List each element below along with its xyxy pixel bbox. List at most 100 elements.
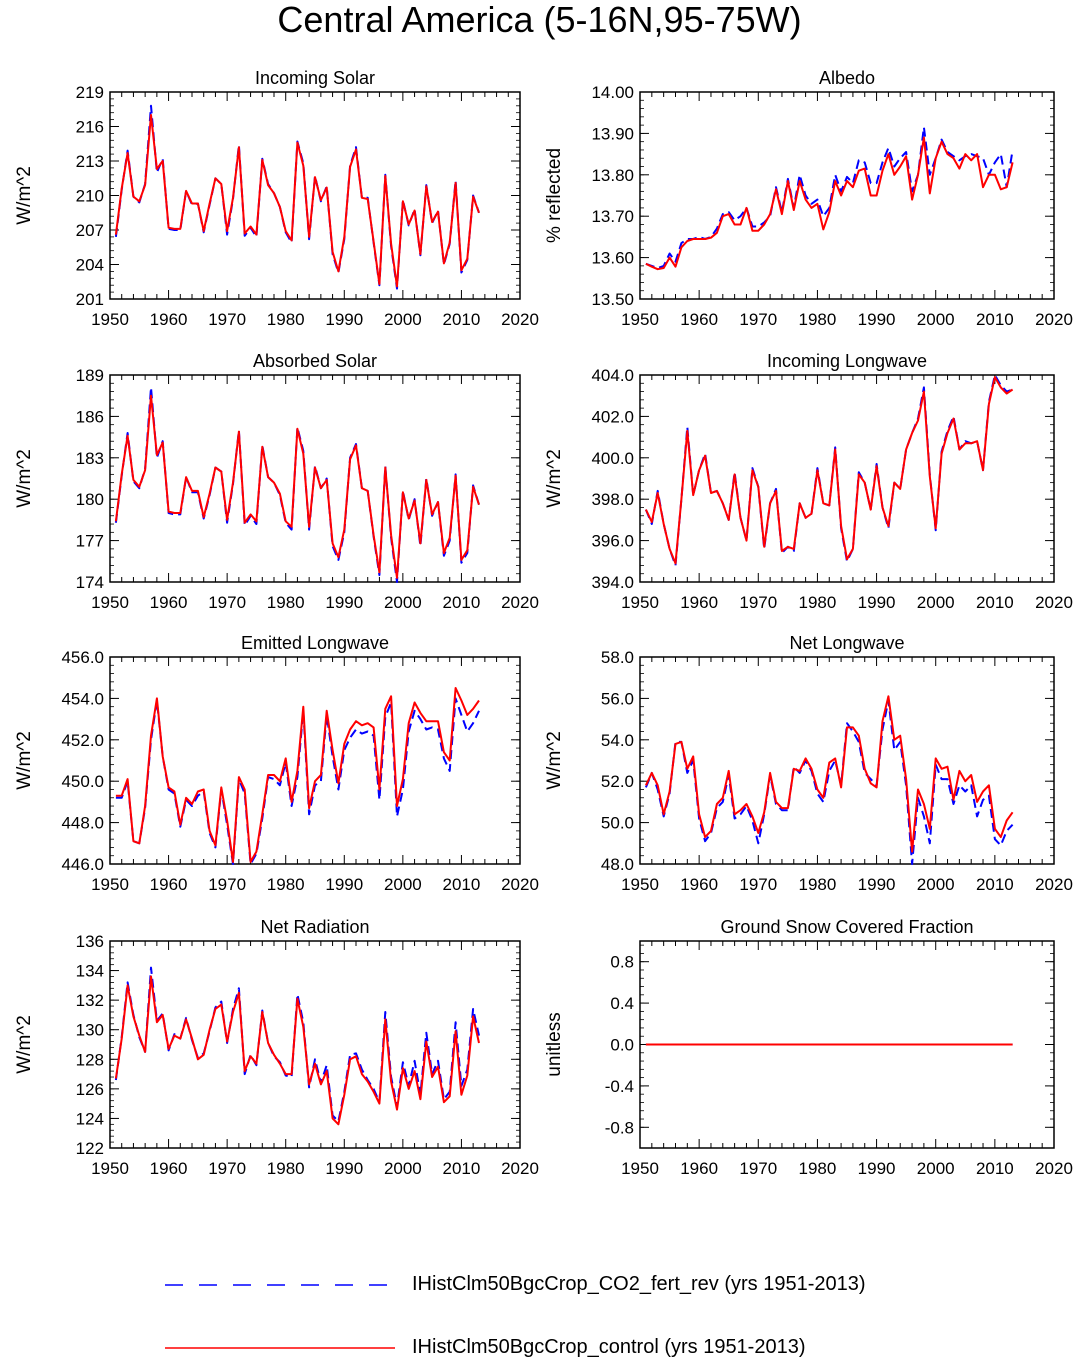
x-tick-label: 1950 xyxy=(91,875,129,894)
y-tick-label: 398.0 xyxy=(591,490,634,509)
x-tick-label: 2020 xyxy=(501,1159,539,1178)
y-tick-label: 177 xyxy=(76,532,104,551)
x-tick-label: 1980 xyxy=(267,593,305,612)
y-tick-label: 210 xyxy=(76,187,104,206)
y-tick-label: 130 xyxy=(76,1021,104,1040)
x-tick-label: 1960 xyxy=(150,593,188,612)
x-tick-label: 1990 xyxy=(858,1159,896,1178)
y-axis-label: unitless xyxy=(544,1012,565,1076)
legend-label-control: IHistClm50BgcCrop_control (yrs 1951-2013… xyxy=(412,1336,806,1358)
y-axis-label: W/m^2 xyxy=(544,449,565,508)
plot-frame xyxy=(639,374,1055,583)
x-tick-label: 1950 xyxy=(621,1159,659,1178)
chart-net-longwave: Net Longwave W/m^2 1950 1960 1970 1980 1990 200… xyxy=(544,633,1073,894)
x-tick-label: 1990 xyxy=(858,875,896,894)
series-line-ihistclm50bgccrop-control xyxy=(115,687,480,863)
y-tick-label: 186 xyxy=(76,407,104,426)
x-tick-label: 2020 xyxy=(1035,310,1073,329)
y-tick-label: 13.60 xyxy=(591,249,634,268)
y-tick-label: 0.0 xyxy=(610,1036,634,1055)
series-line-ihistclm50bgccrop-control xyxy=(644,695,1014,853)
x-tick-label: 2010 xyxy=(443,593,481,612)
x-tick-label: 1950 xyxy=(621,875,659,894)
plot-frame xyxy=(639,656,1055,865)
y-tick-label: 402.0 xyxy=(591,407,634,426)
y-tick-label: 122 xyxy=(76,1139,104,1158)
panel-title: Net Radiation xyxy=(260,917,369,937)
y-tick-label: 13.80 xyxy=(591,166,634,185)
y-tick-label: 126 xyxy=(76,1080,104,1099)
y-axis-label: W/m^2 xyxy=(14,449,35,508)
y-tick-label: 174 xyxy=(76,573,104,592)
y-tick-label: 134 xyxy=(76,962,104,981)
plot-frame xyxy=(109,374,521,583)
y-tick-label: 404.0 xyxy=(591,366,634,385)
y-tick-label: 13.50 xyxy=(591,290,634,309)
y-tick-label: 219 xyxy=(76,83,104,102)
y-tick-label: 456.0 xyxy=(61,648,104,667)
chart-incoming-solar: Incoming Solar W/m^2 1950 1960 1970 1980 1990 2… xyxy=(14,68,539,329)
x-tick-label: 1960 xyxy=(150,310,188,329)
series-line-ihistclm50bgccrop-control xyxy=(114,975,480,1126)
chart-absorbed-solar: Absorbed Solar W/m^2 1950 1960 1970 1980 1990 2… xyxy=(14,351,539,612)
x-tick-label: 2020 xyxy=(1035,1159,1073,1178)
x-tick-label: 1950 xyxy=(91,310,129,329)
x-tick-label: 2000 xyxy=(917,1159,955,1178)
x-tick-label: 1970 xyxy=(739,593,777,612)
x-tick-label: 1960 xyxy=(680,310,718,329)
x-tick-label: 2020 xyxy=(501,310,539,329)
x-tick-label: 1960 xyxy=(680,875,718,894)
y-tick-label: 58.0 xyxy=(601,648,634,667)
y-tick-label: 0.8 xyxy=(610,953,634,972)
y-tick-label: 450.0 xyxy=(61,772,104,791)
series-line-ihistclm50bgccrop-control xyxy=(645,136,1014,271)
x-tick-label: 2010 xyxy=(443,310,481,329)
y-tick-label: 14.00 xyxy=(591,83,634,102)
x-tick-label: 1970 xyxy=(739,310,777,329)
y-tick-label: 216 xyxy=(76,118,104,137)
x-tick-label: 1990 xyxy=(325,593,363,612)
x-tick-label: 2010 xyxy=(443,1159,481,1178)
y-tick-label: 396.0 xyxy=(591,532,634,551)
y-tick-label: 213 xyxy=(76,152,104,171)
y-tick-label: 128 xyxy=(76,1050,104,1069)
x-tick-label: 1980 xyxy=(799,875,837,894)
y-tick-label: -0.8 xyxy=(605,1118,634,1137)
x-tick-label: 1970 xyxy=(208,1159,246,1178)
x-tick-label: 1960 xyxy=(680,593,718,612)
y-axis-label: W/m^2 xyxy=(14,166,35,225)
x-tick-label: 1980 xyxy=(267,1159,305,1178)
y-axis-label: W/m^2 xyxy=(14,1015,35,1074)
x-tick-label: 2020 xyxy=(1035,875,1073,894)
x-tick-label: 1970 xyxy=(739,1159,777,1178)
plot-frame xyxy=(639,91,1055,300)
y-tick-label: 48.0 xyxy=(601,855,634,874)
y-tick-label: 183 xyxy=(76,449,104,468)
y-tick-label: 454.0 xyxy=(61,689,104,708)
x-tick-label: 2000 xyxy=(384,593,422,612)
x-tick-label: 1990 xyxy=(858,310,896,329)
y-tick-label: 52.0 xyxy=(601,772,634,791)
y-tick-label: 13.70 xyxy=(591,207,634,226)
x-tick-label: 1950 xyxy=(621,310,659,329)
x-tick-label: 1990 xyxy=(325,1159,363,1178)
y-tick-label: 132 xyxy=(76,991,104,1010)
series-line-ihistclm50bgccrop-co2-fert-rev xyxy=(644,699,1014,865)
x-tick-label: 1980 xyxy=(267,875,305,894)
x-tick-label: 1980 xyxy=(799,310,837,329)
x-tick-label: 1990 xyxy=(858,593,896,612)
x-tick-label: 2020 xyxy=(1035,593,1073,612)
y-tick-label: 56.0 xyxy=(601,689,634,708)
series-line-ihistclm50bgccrop-control xyxy=(114,394,480,579)
x-tick-label: 2020 xyxy=(501,593,539,612)
chart-incoming-longwave: Incoming Longwave W/m^2 1950 1960 1970 1980 19… xyxy=(544,351,1073,612)
x-tick-label: 1980 xyxy=(799,593,837,612)
panel-title: Net Longwave xyxy=(789,633,904,653)
legend-label-co2-fert-rev: IHistClm50BgcCrop_CO2_fert_rev (yrs 1951… xyxy=(412,1273,866,1295)
y-axis-label: % reflected xyxy=(544,148,565,243)
y-tick-label: 0.4 xyxy=(610,994,634,1013)
x-tick-label: 1970 xyxy=(208,875,246,894)
x-tick-label: 1990 xyxy=(325,310,363,329)
